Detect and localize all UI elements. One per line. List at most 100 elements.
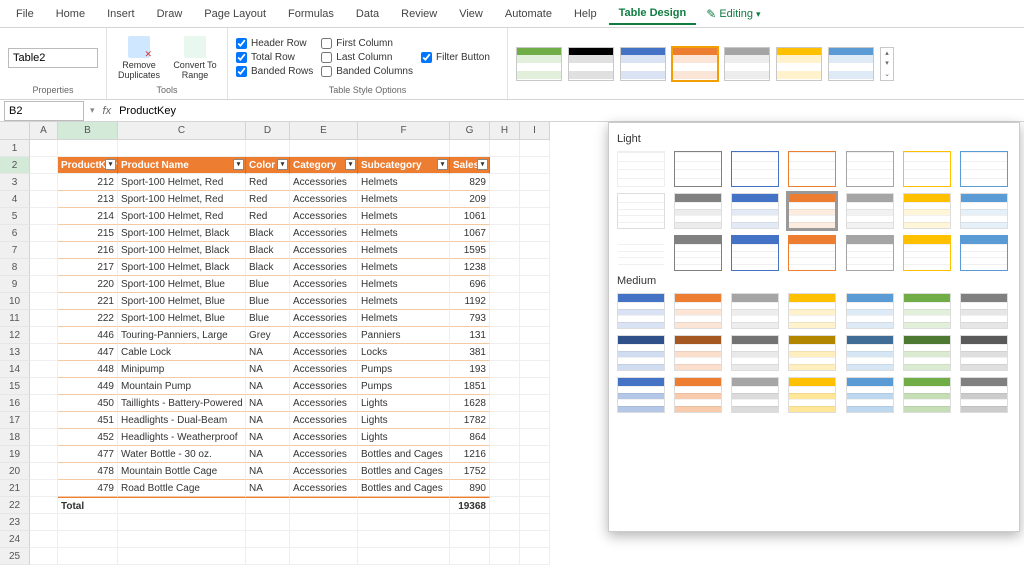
cell[interactable]: 696 xyxy=(450,276,490,293)
cell[interactable] xyxy=(490,412,520,429)
tab-view[interactable]: View xyxy=(449,4,493,24)
cell[interactable] xyxy=(290,497,358,514)
tab-table-design[interactable]: Table Design xyxy=(609,3,697,25)
row-header-10[interactable]: 10 xyxy=(0,293,30,310)
cell[interactable] xyxy=(520,157,550,174)
cell[interactable] xyxy=(520,412,550,429)
row-header-6[interactable]: 6 xyxy=(0,225,30,242)
cell[interactable] xyxy=(490,463,520,480)
cell[interactable]: Accessories xyxy=(290,276,358,293)
cell[interactable] xyxy=(118,548,246,565)
cell[interactable] xyxy=(450,140,490,157)
gallery-style[interactable] xyxy=(903,193,951,229)
editing-mode-button[interactable]: Editing xyxy=(706,7,760,21)
cell[interactable] xyxy=(520,242,550,259)
cell[interactable] xyxy=(290,548,358,565)
cell[interactable]: 477 xyxy=(58,446,118,463)
gallery-style[interactable] xyxy=(731,151,779,187)
cell[interactable] xyxy=(520,531,550,548)
gallery-style[interactable] xyxy=(674,151,722,187)
cell[interactable] xyxy=(358,531,450,548)
cell[interactable] xyxy=(30,327,58,344)
checkbox[interactable] xyxy=(321,66,332,77)
cell[interactable]: NA xyxy=(246,446,290,463)
tab-review[interactable]: Review xyxy=(391,4,447,24)
cell[interactable] xyxy=(58,140,118,157)
gallery-style[interactable] xyxy=(960,235,1008,271)
gallery-style[interactable] xyxy=(617,377,665,413)
formula-bar[interactable] xyxy=(119,102,1024,120)
cell[interactable]: 447 xyxy=(58,344,118,361)
cell[interactable] xyxy=(30,378,58,395)
gallery-style[interactable] xyxy=(788,151,836,187)
cell[interactable] xyxy=(520,463,550,480)
gallery-style[interactable] xyxy=(846,335,894,371)
cell[interactable]: Red xyxy=(246,208,290,225)
quick-style-3[interactable] xyxy=(672,47,718,81)
gallery-style[interactable] xyxy=(788,193,836,229)
convert-to-range-button[interactable]: Convert To Range xyxy=(171,36,219,80)
table-styles-gallery[interactable]: LightMedium xyxy=(608,122,1020,532)
cell[interactable]: Accessories xyxy=(290,429,358,446)
cell[interactable]: 1067 xyxy=(450,225,490,242)
cell[interactable]: 222 xyxy=(58,310,118,327)
cell[interactable]: 890 xyxy=(450,480,490,497)
cell[interactable]: 220 xyxy=(58,276,118,293)
gallery-style[interactable] xyxy=(674,335,722,371)
cell[interactable] xyxy=(30,514,58,531)
cell[interactable]: NA xyxy=(246,378,290,395)
cell[interactable]: 448 xyxy=(58,361,118,378)
cell[interactable]: Bottles and Cages xyxy=(358,446,450,463)
cell[interactable]: 1752 xyxy=(450,463,490,480)
cell[interactable]: 1238 xyxy=(450,259,490,276)
cell[interactable]: Accessories xyxy=(290,174,358,191)
cell[interactable] xyxy=(58,514,118,531)
gallery-style[interactable] xyxy=(617,293,665,329)
cell[interactable] xyxy=(58,548,118,565)
row-header-14[interactable]: 14 xyxy=(0,361,30,378)
cell[interactable]: 446 xyxy=(58,327,118,344)
quick-style-1[interactable] xyxy=(568,47,614,81)
cell[interactable] xyxy=(490,293,520,310)
gallery-style[interactable] xyxy=(960,335,1008,371)
cell[interactable] xyxy=(520,344,550,361)
filter-icon[interactable]: ▾ xyxy=(233,159,244,170)
gallery-style[interactable] xyxy=(960,377,1008,413)
cell[interactable]: Accessories xyxy=(290,208,358,225)
cell[interactable]: Pumps xyxy=(358,378,450,395)
cell[interactable] xyxy=(358,140,450,157)
cell[interactable]: 1192 xyxy=(450,293,490,310)
checkbox[interactable] xyxy=(236,66,247,77)
row-header-13[interactable]: 13 xyxy=(0,344,30,361)
cell[interactable]: Accessories xyxy=(290,310,358,327)
cell[interactable] xyxy=(30,208,58,225)
cell[interactable] xyxy=(520,361,550,378)
cell[interactable] xyxy=(30,174,58,191)
cell[interactable]: Helmets xyxy=(358,225,450,242)
gallery-style[interactable] xyxy=(731,335,779,371)
cell[interactable]: Road Bottle Cage xyxy=(118,480,246,497)
row-header-25[interactable]: 25 xyxy=(0,548,30,565)
cell[interactable] xyxy=(246,531,290,548)
cell[interactable]: Grey xyxy=(246,327,290,344)
cell[interactable] xyxy=(30,446,58,463)
row-header-2[interactable]: 2 xyxy=(0,157,30,174)
cell[interactable]: Helmets xyxy=(358,208,450,225)
cell[interactable] xyxy=(118,531,246,548)
remove-duplicates-button[interactable]: Remove Duplicates xyxy=(115,36,163,80)
cell[interactable] xyxy=(490,208,520,225)
tab-file[interactable]: File xyxy=(6,4,44,24)
total-label-cell[interactable]: Total xyxy=(58,497,118,514)
cell[interactable]: Blue xyxy=(246,276,290,293)
col-header-F[interactable]: F xyxy=(358,122,450,140)
cell[interactable]: Accessories xyxy=(290,225,358,242)
cell[interactable]: 1628 xyxy=(450,395,490,412)
option-header-row[interactable]: Header Row xyxy=(236,38,313,49)
row-header-23[interactable]: 23 xyxy=(0,514,30,531)
gallery-style[interactable] xyxy=(731,193,779,229)
gallery-style[interactable] xyxy=(846,293,894,329)
checkbox[interactable] xyxy=(421,52,432,63)
cell[interactable] xyxy=(490,497,520,514)
row-header-15[interactable]: 15 xyxy=(0,378,30,395)
cell[interactable] xyxy=(30,463,58,480)
